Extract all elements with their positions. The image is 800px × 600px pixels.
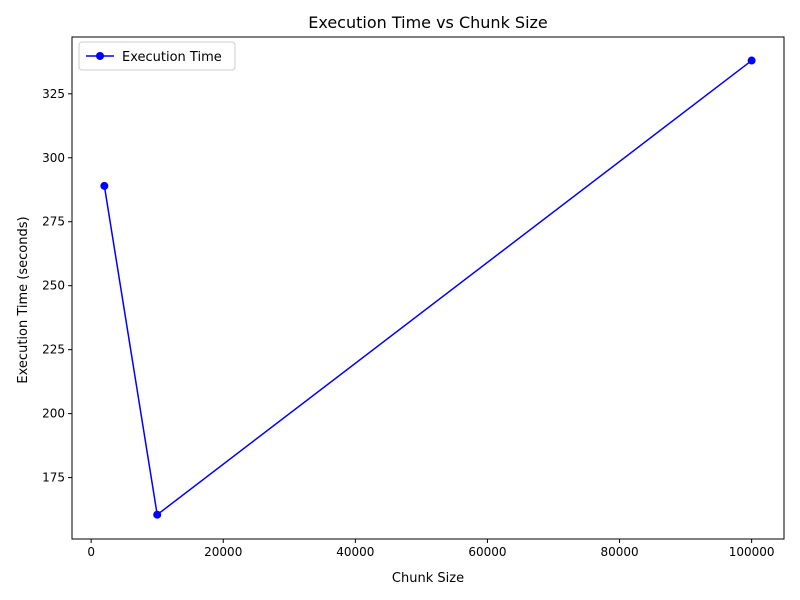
y-tick-label: 175	[42, 471, 65, 485]
data-point	[747, 56, 756, 65]
y-axis-ticks: 175 200 225 250 275 300 325	[42, 87, 72, 485]
x-axis-label: Chunk Size	[392, 571, 464, 586]
x-tick-label: 80000	[600, 545, 638, 559]
x-tick-label: 100000	[729, 545, 775, 559]
y-tick-label: 300	[42, 151, 65, 165]
x-tick-label: 60000	[468, 545, 506, 559]
y-tick-label: 250	[42, 279, 65, 293]
data-point	[100, 181, 109, 190]
plot-area	[71, 36, 785, 540]
legend: Execution Time	[78, 41, 236, 71]
y-axis-label: Execution Time (seconds)	[16, 216, 31, 383]
legend-box	[78, 41, 236, 71]
x-tick-label: 0	[87, 545, 95, 559]
axes-frame	[71, 36, 785, 540]
legend-marker-swatch	[96, 52, 104, 60]
y-tick-label: 200	[42, 407, 65, 421]
chart-title: Execution Time vs Chunk Size	[308, 13, 548, 32]
data-point	[153, 510, 162, 519]
y-tick-label: 275	[42, 215, 65, 229]
y-tick-label: 325	[42, 87, 65, 101]
x-axis-ticks: 0 20000 40000 60000 80000 100000	[87, 539, 775, 559]
x-tick-label: 20000	[204, 545, 242, 559]
x-tick-label: 40000	[336, 545, 374, 559]
y-tick-label: 225	[42, 343, 65, 357]
legend-label: Execution Time	[122, 50, 222, 65]
